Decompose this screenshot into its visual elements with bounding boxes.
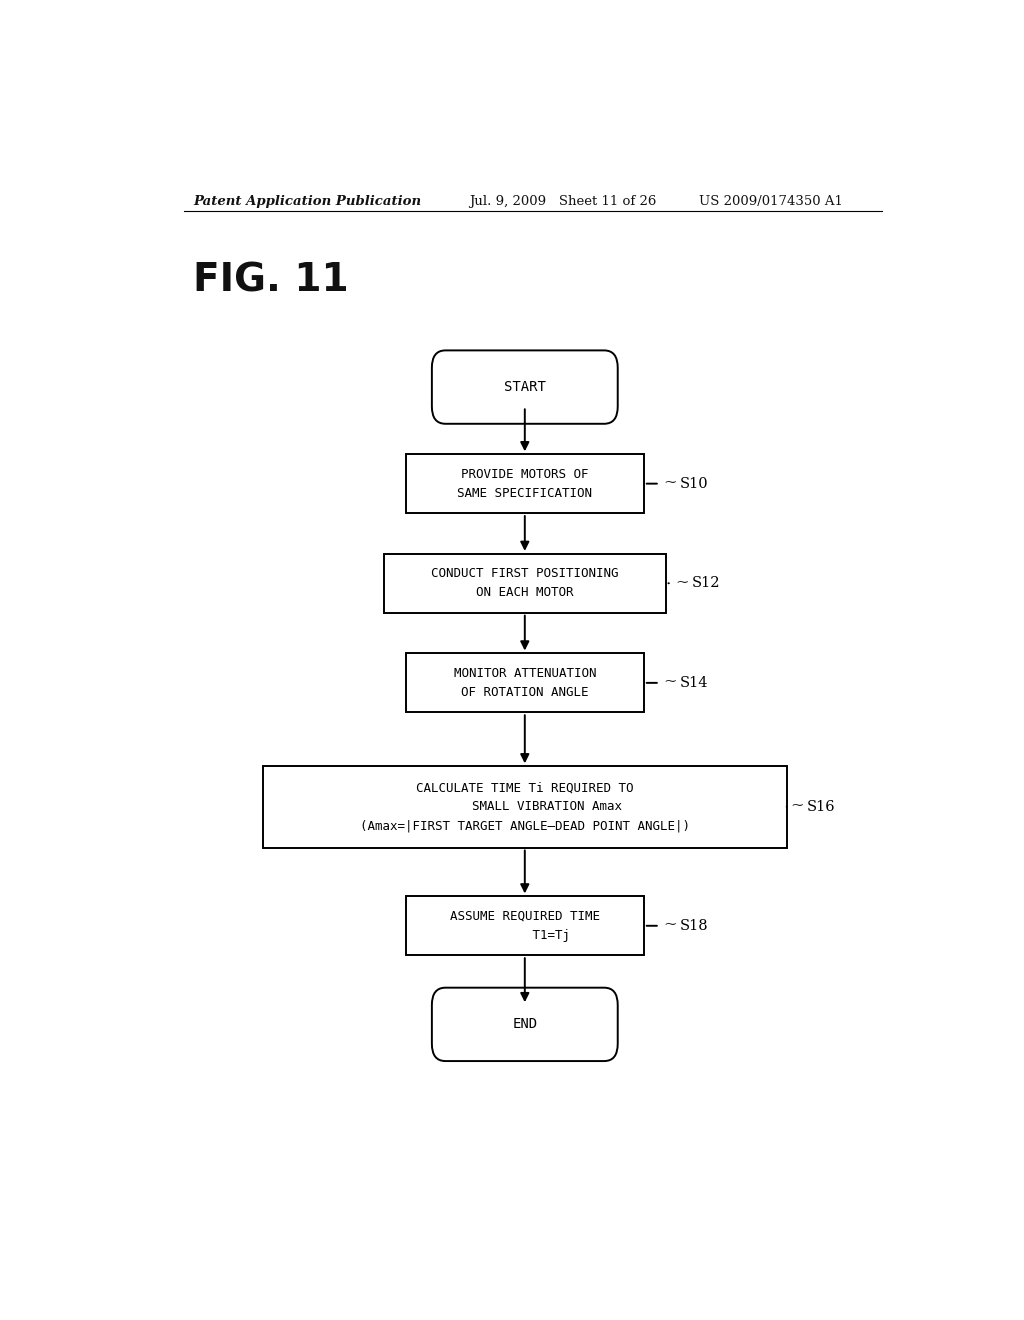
Text: CALCULATE TIME Ti REQUIRED TO
      SMALL VIBRATION Amax
(Amax=|FIRST TARGET ANG: CALCULATE TIME Ti REQUIRED TO SMALL VIBR… bbox=[359, 781, 690, 833]
Bar bbox=[263, 766, 786, 847]
Text: FIG. 11: FIG. 11 bbox=[194, 261, 349, 300]
Text: END: END bbox=[512, 1018, 538, 1031]
Bar bbox=[384, 554, 666, 612]
FancyBboxPatch shape bbox=[432, 350, 617, 424]
Text: S14: S14 bbox=[680, 676, 708, 690]
Text: START: START bbox=[504, 380, 546, 395]
Text: CONDUCT FIRST POSITIONING
ON EACH MOTOR: CONDUCT FIRST POSITIONING ON EACH MOTOR bbox=[431, 568, 618, 599]
FancyBboxPatch shape bbox=[432, 987, 617, 1061]
Text: ~: ~ bbox=[664, 672, 677, 689]
Text: Jul. 9, 2009   Sheet 11 of 26: Jul. 9, 2009 Sheet 11 of 26 bbox=[469, 194, 656, 207]
Text: S18: S18 bbox=[680, 919, 709, 933]
Text: ~: ~ bbox=[791, 796, 804, 813]
Bar bbox=[406, 653, 644, 713]
Text: ASSUME REQUIRED TIME
       T1=Tj: ASSUME REQUIRED TIME T1=Tj bbox=[450, 909, 600, 941]
Text: MONITOR ATTENUATION
OF ROTATION ANGLE: MONITOR ATTENUATION OF ROTATION ANGLE bbox=[454, 667, 596, 698]
Text: ~: ~ bbox=[664, 473, 677, 490]
Text: US 2009/0174350 A1: US 2009/0174350 A1 bbox=[699, 194, 844, 207]
Text: ~: ~ bbox=[676, 573, 689, 590]
Text: PROVIDE MOTORS OF
SAME SPECIFICATION: PROVIDE MOTORS OF SAME SPECIFICATION bbox=[458, 467, 592, 500]
Text: S12: S12 bbox=[691, 577, 720, 590]
Text: Patent Application Publication: Patent Application Publication bbox=[194, 194, 421, 207]
Text: S10: S10 bbox=[680, 477, 709, 491]
Text: ~: ~ bbox=[664, 915, 677, 932]
Bar bbox=[406, 896, 644, 956]
Bar bbox=[406, 454, 644, 513]
Text: S16: S16 bbox=[807, 800, 836, 814]
